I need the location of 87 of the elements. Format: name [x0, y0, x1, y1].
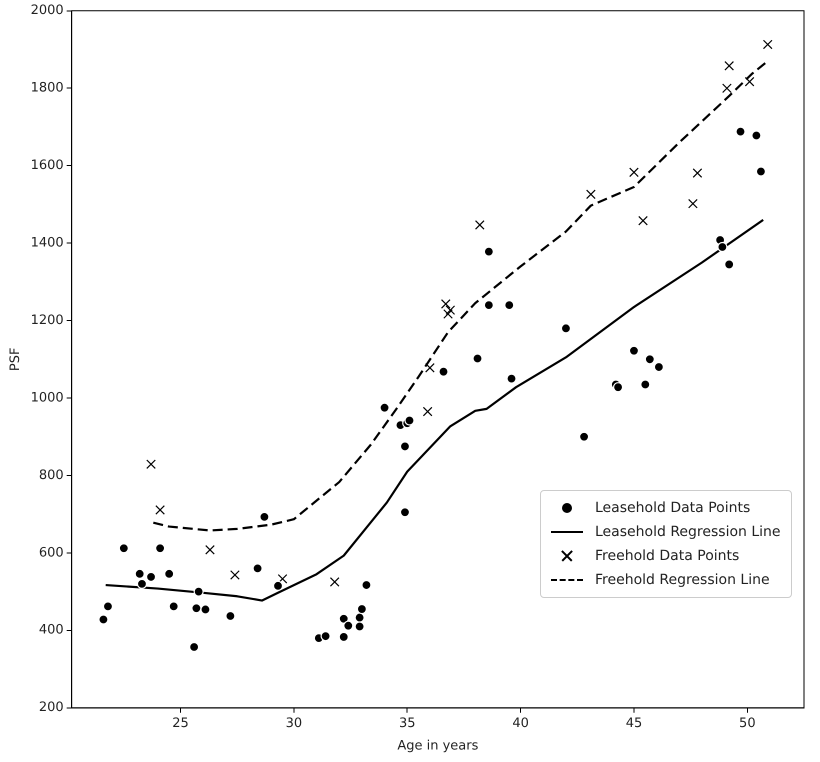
point	[484, 246, 494, 257]
point	[717, 242, 728, 252]
y-tick-label: 600	[38, 545, 64, 560]
point	[484, 300, 494, 310]
point	[744, 76, 754, 87]
point	[164, 568, 174, 579]
legend-label: Freehold Data Points	[595, 548, 740, 564]
x-tick-label: 50	[739, 716, 756, 731]
point	[252, 563, 263, 574]
point	[762, 40, 773, 50]
point	[320, 631, 331, 642]
point	[735, 126, 746, 137]
point	[438, 366, 449, 377]
point	[504, 300, 514, 310]
point	[136, 578, 148, 589]
point	[628, 346, 640, 356]
legend-label: Leasehold Data Points	[595, 500, 750, 516]
point	[654, 362, 664, 372]
x-axis-title: Age in years	[397, 738, 479, 754]
point	[560, 323, 572, 334]
y-tick-label: 2000	[30, 3, 64, 18]
point	[474, 220, 485, 230]
legend-label: Leasehold Regression Line	[595, 524, 781, 540]
y-tick-label: 400	[38, 622, 64, 638]
point	[425, 362, 435, 373]
point	[200, 604, 211, 615]
point	[259, 512, 270, 522]
point	[361, 580, 372, 590]
point	[612, 382, 624, 392]
point	[506, 374, 517, 384]
point	[343, 620, 354, 631]
point	[102, 601, 114, 612]
point	[189, 642, 200, 652]
point	[422, 406, 432, 416]
y-axis-title: PSF	[8, 348, 24, 372]
point	[586, 190, 596, 200]
point	[118, 543, 129, 554]
point	[278, 574, 288, 584]
point	[98, 614, 109, 625]
point	[338, 614, 349, 624]
point	[338, 632, 349, 642]
point	[472, 353, 483, 364]
point	[356, 604, 367, 614]
point	[379, 402, 390, 413]
point	[225, 610, 236, 622]
point	[205, 544, 215, 555]
point	[191, 603, 202, 614]
point	[688, 198, 698, 208]
point	[756, 166, 766, 177]
point	[724, 259, 734, 270]
point	[724, 60, 734, 71]
point	[578, 432, 590, 442]
point	[354, 621, 365, 632]
point	[168, 601, 179, 612]
point	[445, 305, 456, 315]
point	[692, 168, 702, 178]
y-tick-label: 1000	[30, 390, 64, 406]
point	[722, 83, 732, 94]
point	[272, 580, 284, 591]
y-tick-label: 200	[38, 700, 64, 716]
point	[194, 586, 204, 597]
x-tick-label: 30	[286, 716, 302, 731]
point	[629, 167, 639, 178]
point	[155, 543, 166, 554]
y-tick-label: 800	[38, 468, 64, 483]
x-tick-label: 35	[398, 716, 416, 731]
point	[640, 379, 650, 390]
y-tick-label: 1800	[30, 80, 64, 96]
point	[146, 459, 156, 470]
x-tick-label: 25	[172, 716, 189, 731]
y-tick-label: 1400	[30, 236, 64, 251]
point	[155, 505, 165, 515]
point	[230, 570, 240, 580]
point	[751, 130, 762, 141]
x-tick-label: 45	[626, 716, 642, 731]
point	[146, 572, 156, 582]
point	[400, 441, 410, 452]
point	[638, 216, 648, 226]
y-tick-label: 1200	[30, 312, 64, 328]
point	[404, 415, 415, 426]
point	[400, 507, 410, 518]
point	[330, 577, 340, 587]
legend-label: Freehold Regression Line	[595, 572, 770, 588]
x-tick-label: 40	[512, 716, 529, 731]
point	[644, 354, 655, 364]
point	[134, 568, 145, 579]
y-tick-label: 1600	[30, 158, 64, 174]
